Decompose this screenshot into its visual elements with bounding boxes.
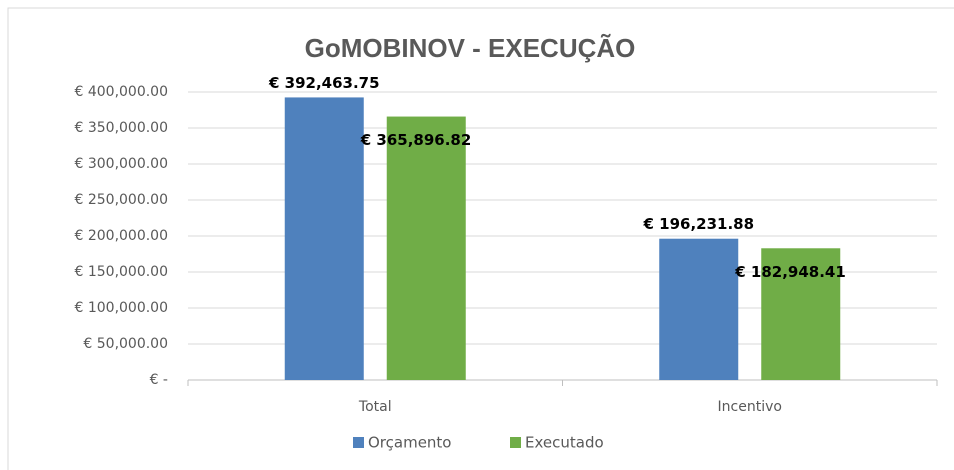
legend-label: Executado <box>525 434 604 452</box>
y-tick-label: € 300,000.00 <box>74 156 168 172</box>
value-label: € 392,463.75 <box>268 74 380 92</box>
value-label: € 182,948.41 <box>734 263 846 281</box>
y-tick-label: € 250,000.00 <box>74 192 168 208</box>
value-label: € 365,896.82 <box>360 131 472 149</box>
y-tick-label: € - <box>150 372 168 388</box>
y-tick-label: € 350,000.00 <box>74 120 168 136</box>
legend-label: Orçamento <box>368 434 452 452</box>
legend-swatch <box>510 437 521 448</box>
y-tick-label: € 150,000.00 <box>74 264 168 280</box>
y-tick-label: € 200,000.00 <box>74 228 168 244</box>
x-tick-label: Total <box>358 399 392 415</box>
y-tick-label: € 100,000.00 <box>74 300 168 316</box>
bar <box>284 97 364 381</box>
x-tick-label: Incentivo <box>718 399 782 415</box>
value-label: € 196,231.88 <box>642 215 754 233</box>
legend-swatch <box>353 437 364 448</box>
chart-frame <box>7 7 954 470</box>
y-tick-label: € 400,000.00 <box>74 84 168 100</box>
bar <box>761 248 841 380</box>
bar <box>659 238 739 380</box>
bar <box>386 116 466 380</box>
chart-title: GoMOBINOV - EXECUÇÃO <box>305 33 636 63</box>
y-tick-label: € 50,000.00 <box>83 336 168 352</box>
